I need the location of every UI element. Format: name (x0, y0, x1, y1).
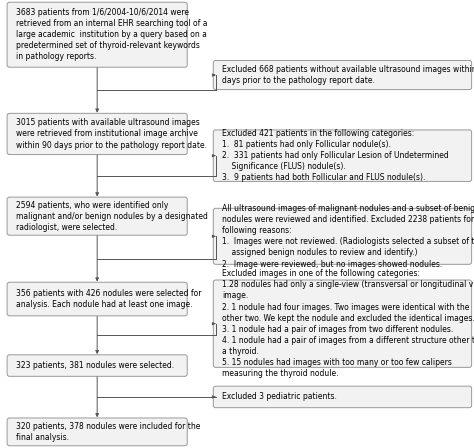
Text: Excluded images in one of the following categories:
1.28 nodules had only a sing: Excluded images in one of the following … (222, 269, 474, 378)
FancyBboxPatch shape (213, 386, 472, 408)
Text: 356 patients with 426 nodules were selected for
analysis. Each nodule had at lea: 356 patients with 426 nodules were selec… (16, 289, 201, 309)
Text: 2594 patients, who were identified only
malignant and/or benign nodules by a des: 2594 patients, who were identified only … (16, 201, 208, 232)
Text: Excluded 421 patients in the following categories:
1.  81 patients had only Foll: Excluded 421 patients in the following c… (222, 129, 448, 182)
FancyBboxPatch shape (7, 113, 187, 155)
Text: 3015 patients with available ultrasound images
were retrieved from institutional: 3015 patients with available ultrasound … (16, 118, 207, 150)
FancyBboxPatch shape (7, 282, 187, 316)
Text: 3683 patients from 1/6/2004-10/6/2014 were
retrieved from an internal EHR search: 3683 patients from 1/6/2004-10/6/2014 we… (16, 8, 207, 61)
Text: 320 patients, 378 nodules were included for the
final analysis.: 320 patients, 378 nodules were included … (16, 422, 200, 442)
FancyBboxPatch shape (213, 60, 472, 90)
FancyBboxPatch shape (213, 208, 472, 264)
Text: All ultrasound images of malignant nodules and a subset of benign
nodules were r: All ultrasound images of malignant nodul… (222, 204, 474, 268)
Text: Excluded 668 patients without available ultrasound images within 90
days prior t: Excluded 668 patients without available … (222, 65, 474, 85)
FancyBboxPatch shape (213, 130, 472, 181)
FancyBboxPatch shape (7, 197, 187, 235)
FancyBboxPatch shape (7, 418, 187, 446)
Text: 323 patients, 381 nodules were selected.: 323 patients, 381 nodules were selected. (16, 361, 174, 370)
FancyBboxPatch shape (7, 355, 187, 376)
FancyBboxPatch shape (7, 2, 187, 67)
Text: Excluded 3 pediatric patients.: Excluded 3 pediatric patients. (222, 392, 337, 401)
FancyBboxPatch shape (213, 280, 472, 367)
